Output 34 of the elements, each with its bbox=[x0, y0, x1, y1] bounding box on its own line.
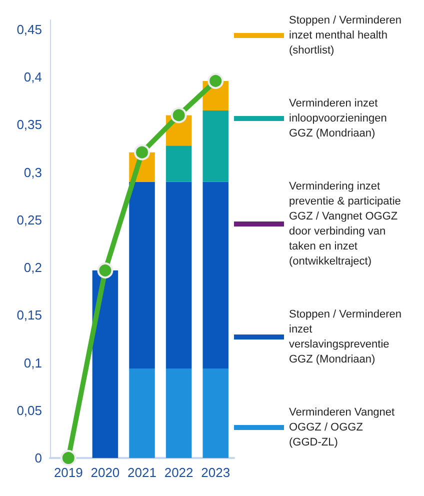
legend-label: Verminderen inzet inloopvoorzieningen GGZ (Mondriaan) bbox=[289, 98, 390, 140]
bar bbox=[166, 368, 192, 458]
y-tick-label: 0,2 bbox=[24, 260, 42, 276]
point bbox=[208, 72, 224, 89]
y-tick-label: 0,35 bbox=[16, 117, 42, 132]
point bbox=[97, 262, 114, 278]
x-tick-label: 2022 bbox=[164, 465, 194, 480]
x-tick-label: 2020 bbox=[90, 465, 120, 480]
y-tick-label: 0,1 bbox=[24, 355, 42, 370]
bar bbox=[166, 182, 192, 368]
bar bbox=[202, 182, 228, 368]
y-tick-label: 0,3 bbox=[24, 164, 42, 180]
legend-label: Verminderen Vangnet OGGZ / OGGZ (GGD-ZL) bbox=[289, 406, 398, 448]
point bbox=[170, 107, 187, 124]
legend-label: Stoppen / Verminderen inzet verslavingspreventie GGZ (Mondriaan) bbox=[289, 308, 405, 366]
y-tick-label: 0,05 bbox=[16, 402, 42, 418]
legend-label: Stoppen / Verminderen inzet menthal health (shortlist) bbox=[289, 14, 405, 56]
x-tick-label: 2021 bbox=[128, 465, 156, 480]
legend-label: Vermindering inzet preventie & participatie GGZ / Vangnet OGGZ door verbinding van taken en inzet (ontwikkeltraject) bbox=[289, 180, 404, 268]
bar bbox=[129, 368, 155, 458]
point bbox=[134, 144, 150, 160]
y-tick-label: 0,15 bbox=[16, 308, 42, 323]
y-tick-label: 0,25 bbox=[16, 212, 42, 228]
bar bbox=[202, 368, 228, 458]
y-tick-label: 0,45 bbox=[16, 22, 42, 38]
bar bbox=[92, 270, 118, 458]
bar bbox=[202, 110, 228, 182]
bar bbox=[166, 146, 192, 182]
x-tick-label: 2023 bbox=[201, 465, 230, 480]
point bbox=[60, 450, 76, 466]
x-tick-label: 2019 bbox=[54, 465, 83, 480]
y-tick-label: 0,4 bbox=[24, 70, 42, 85]
bar bbox=[129, 182, 155, 368]
y-tick-label: 0 bbox=[34, 450, 42, 466]
